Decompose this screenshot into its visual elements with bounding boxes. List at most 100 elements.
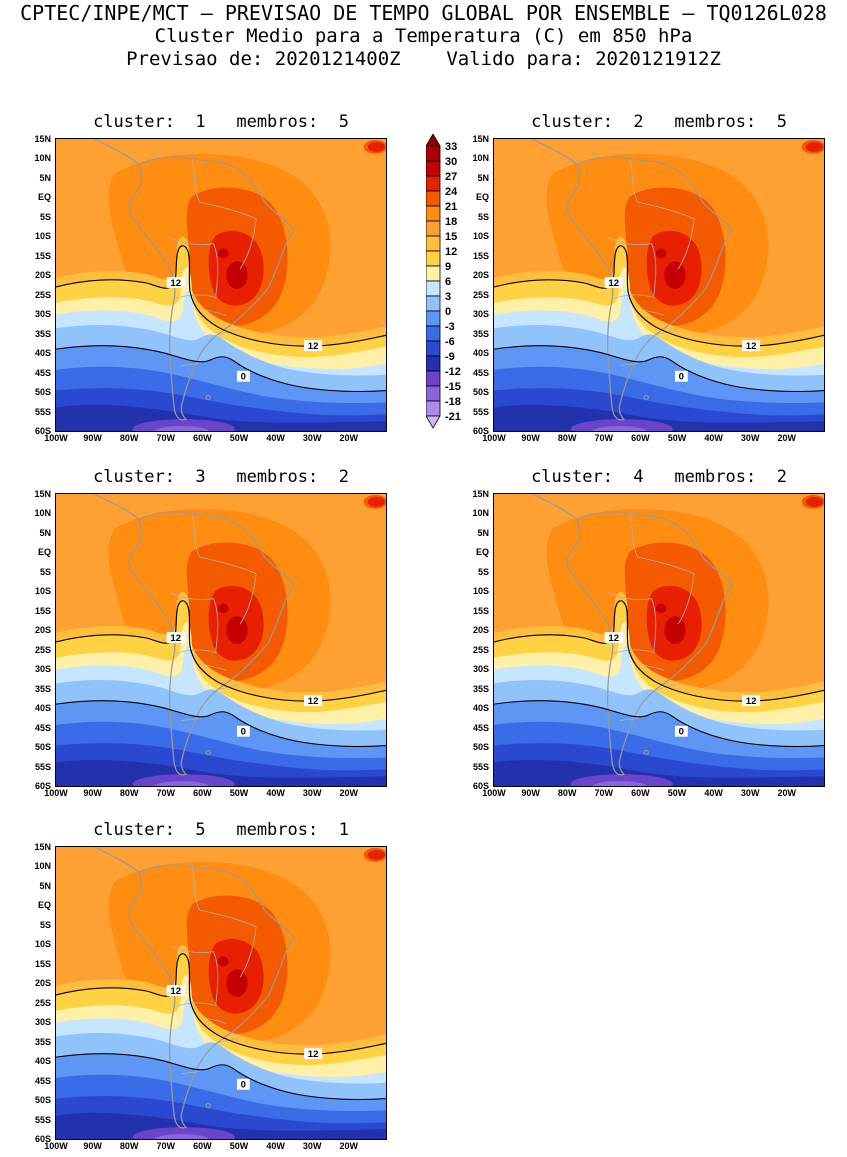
- colorbar-tick-label: 15: [445, 231, 457, 243]
- colorbar-tick-label: -18: [445, 396, 461, 408]
- map-canvas: [55, 138, 387, 432]
- lon-tick-label: 90W: [521, 788, 540, 798]
- lat-tick-label: 55S: [34, 761, 51, 772]
- lon-tick-label: 70W: [594, 433, 614, 443]
- colorbar-cell: [425, 400, 441, 417]
- lat-tick-label: 30S: [34, 309, 51, 320]
- lon-tick-label: 30W: [302, 433, 322, 443]
- lat-tick-label: 30S: [34, 1017, 51, 1028]
- lon-tick-label: 100W: [44, 433, 68, 443]
- lat-tick-label: 60S: [472, 426, 489, 436]
- colorbar-cell: [425, 325, 441, 342]
- cluster-panel-2: cluster: 2 membros: 5 15N 10N 5N EQ 5S 10S 15S…: [463, 112, 843, 445]
- lat-tick-label: 10S: [34, 231, 51, 242]
- lon-tick-label: 30W: [302, 1141, 322, 1151]
- map-canvas: [493, 138, 825, 432]
- lon-tick-label: 50W: [229, 1141, 249, 1151]
- lon-tick-label: 60W: [631, 433, 650, 443]
- colorbar-tick-label: -9: [445, 351, 455, 363]
- lat-tick-label: 15N: [472, 489, 489, 499]
- colorbar-tick-label: 0: [445, 306, 451, 318]
- colorbar-cell: [425, 235, 441, 252]
- colorbar-tick-label: 6: [445, 276, 451, 288]
- map-canvas: [55, 493, 387, 787]
- lat-tick-label: 20S: [472, 270, 489, 281]
- lat-tick-label: 15S: [34, 250, 51, 261]
- lat-tick-label: EQ: [37, 900, 51, 911]
- colorbar-tick-label: 18: [445, 216, 457, 228]
- colorbar-cell: [425, 220, 441, 237]
- lon-tick-label: 60W: [631, 788, 650, 798]
- lat-tick-label: 55S: [34, 406, 51, 417]
- lat-tick-label: 40S: [472, 348, 489, 359]
- panel-title: cluster: 4 membros: 2: [531, 467, 787, 487]
- lat-tick-label: 40S: [34, 1056, 51, 1067]
- colorbar-tick-label: 33: [445, 141, 457, 153]
- lon-tick-label: 80W: [119, 433, 139, 443]
- lon-tick-label: 50W: [667, 788, 687, 798]
- lat-tick-label: 40S: [34, 348, 51, 359]
- lat-tick-label: 10N: [34, 153, 51, 164]
- lat-tick-label: 25S: [472, 644, 489, 655]
- lon-tick-label: 30W: [740, 433, 760, 443]
- lat-axis: 15N 10N 5N EQ 5S 10S 15S 20S 25S 30S 35S 40S 45S 50S 5…: [25, 134, 53, 436]
- cluster-panel-4: cluster: 4 membros: 2 15N 10N 5N EQ 5S 10S 15S…: [463, 467, 843, 800]
- lon-tick-label: 40W: [704, 433, 723, 443]
- lon-tick-label: 90W: [83, 1141, 102, 1151]
- cluster-panel-3: cluster: 3 membros: 2 15N 10N 5N EQ 5S 10S 15S…: [25, 467, 405, 800]
- lat-axis: 15N 10N 5N EQ 5S 10S 15S 20S 25S 30S 35S 40S 45S 50S 5…: [25, 842, 53, 1144]
- lon-tick-label: 40W: [266, 788, 285, 798]
- lon-tick-label: 50W: [667, 433, 687, 443]
- lat-tick-label: 5N: [39, 527, 51, 538]
- lat-tick-label: 30S: [472, 309, 489, 320]
- lat-tick-label: EQ: [475, 547, 489, 558]
- lon-tick-label: 60W: [193, 433, 212, 443]
- colorbar-cell: [425, 175, 441, 192]
- lon-axis: 100W 90W 80W 70W 60W 50W 40W 30W 20W: [482, 787, 825, 800]
- lat-tick-label: 5S: [39, 211, 51, 222]
- lat-tick-label: 20S: [34, 270, 51, 281]
- lon-tick-label: 100W: [482, 433, 506, 443]
- lon-tick-label: 20W: [339, 788, 359, 798]
- lon-tick-label: 50W: [229, 433, 249, 443]
- colorbar-tick-label: -6: [445, 336, 455, 348]
- lat-tick-label: 25S: [34, 644, 51, 655]
- lon-tick-label: 70W: [156, 1141, 176, 1151]
- lat-tick-label: 40S: [34, 703, 51, 714]
- colorbar-tick-label: 24: [445, 186, 458, 198]
- lon-axis: 100W 90W 80W 70W 60W 50W 40W 30W 20W: [44, 1140, 387, 1153]
- lat-tick-label: 20S: [34, 625, 51, 636]
- temperature-map: [56, 139, 386, 431]
- lat-tick-label: 50S: [472, 742, 489, 753]
- lon-tick-label: 70W: [156, 433, 176, 443]
- lon-tick-label: 100W: [482, 788, 506, 798]
- lat-tick-label: 5S: [39, 919, 51, 930]
- colorbar-tick-label: 12: [445, 246, 457, 258]
- lat-tick-label: 50S: [34, 742, 51, 753]
- lon-tick-label: 50W: [229, 788, 249, 798]
- map-canvas: [55, 846, 387, 1140]
- page-header: CPTEC/INPE/MCT — PREVISAO DE TEMPO GLOBA…: [0, 2, 847, 71]
- lat-tick-label: 5N: [39, 172, 51, 183]
- lat-tick-label: 50S: [34, 387, 51, 398]
- lon-axis: 100W 90W 80W 70W 60W 50W 40W 30W 20W: [44, 432, 387, 445]
- lat-tick-label: 25S: [472, 289, 489, 300]
- lat-tick-label: 5S: [477, 566, 489, 577]
- subtitle: Cluster Medio para a Temperatura (C) em …: [154, 25, 693, 47]
- lat-tick-label: 15N: [34, 134, 51, 144]
- colorbar-tick-label: -12: [445, 366, 461, 378]
- lat-tick-label: 15S: [34, 958, 51, 969]
- colorbar-cell: [425, 355, 441, 372]
- lon-tick-label: 20W: [339, 433, 359, 443]
- lat-tick-label: 35S: [34, 328, 51, 339]
- lon-tick-label: 80W: [119, 1141, 139, 1151]
- lat-tick-label: 45S: [34, 1075, 51, 1086]
- lat-tick-label: 10S: [34, 586, 51, 597]
- colorbar-cell: [425, 190, 441, 207]
- colorbar-cell: [425, 295, 441, 312]
- colorbar-tick-label: 3: [445, 291, 451, 303]
- lat-tick-label: 15S: [472, 605, 489, 616]
- panel-title: cluster: 1 membros: 5: [93, 112, 349, 132]
- lon-tick-label: 20W: [777, 788, 797, 798]
